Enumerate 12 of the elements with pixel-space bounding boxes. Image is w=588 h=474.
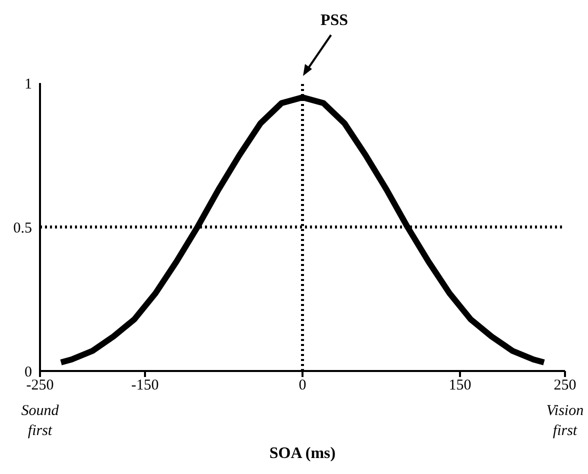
y-tick-label: 1 bbox=[24, 76, 32, 92]
y-tick-label: 0.5 bbox=[13, 220, 32, 236]
x-tick-label: 0 bbox=[298, 378, 306, 394]
ref-line-label: PSS bbox=[320, 12, 348, 30]
y-tick-label: 0 bbox=[24, 364, 32, 380]
text: Vision first bbox=[545, 402, 585, 441]
x-axis-title: SOA (ms) bbox=[269, 445, 336, 462]
text: Sound first bbox=[20, 402, 60, 441]
x-tick-label: -150 bbox=[131, 378, 159, 394]
x-tick-label: 250 bbox=[554, 378, 576, 394]
x-tick-label: 150 bbox=[448, 378, 472, 394]
x-tick-label: -250 bbox=[26, 378, 54, 394]
